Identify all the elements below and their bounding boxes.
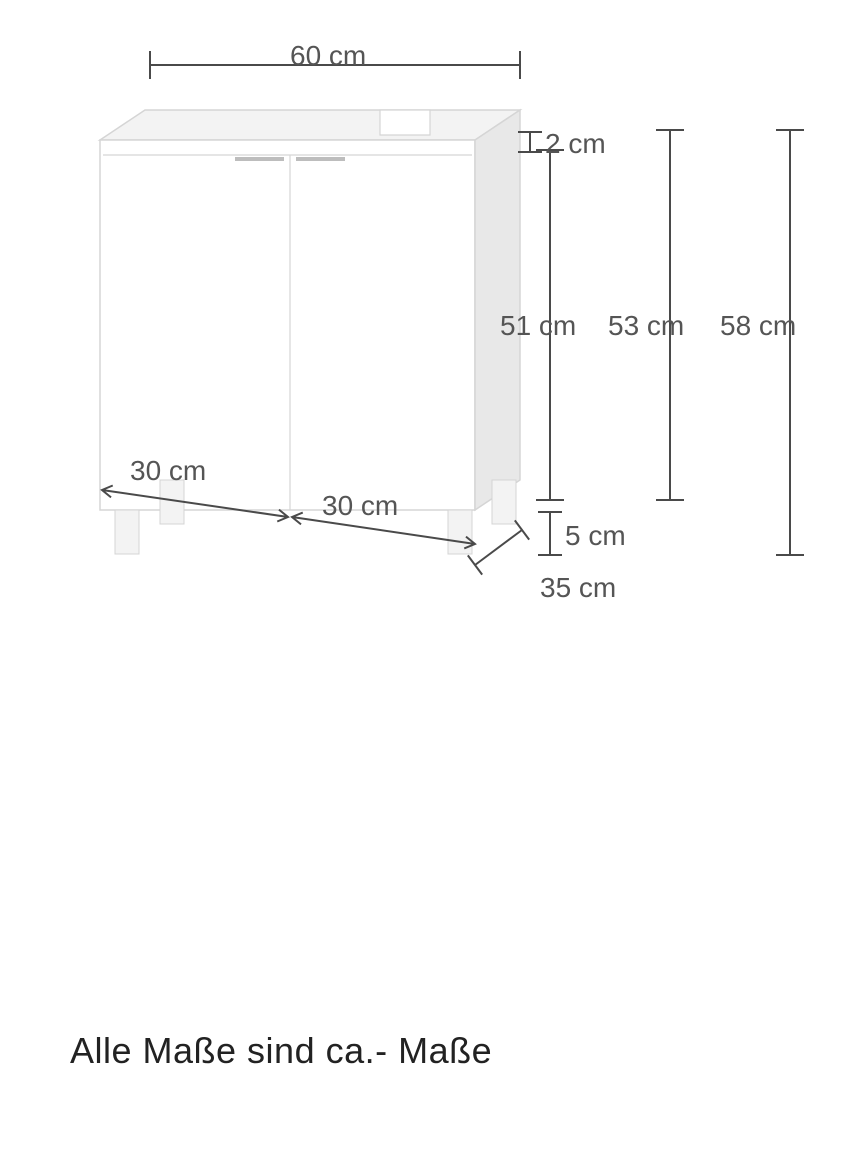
dim-height-51-label: 51 cm — [500, 310, 576, 342]
dim-depth-35-label: 35 cm — [540, 572, 616, 604]
dim-thickness-2-label: 2 cm — [545, 128, 606, 160]
dim-door-left-30-label: 30 cm — [130, 455, 206, 487]
dim-leg-5-label: 5 cm — [565, 520, 626, 552]
dim-door-right-30-label: 30 cm — [322, 490, 398, 522]
dim-height-53-label: 53 cm — [608, 310, 684, 342]
diagram-canvas: 60 cm 2 cm 51 cm 53 cm 58 cm 5 cm 35 cm … — [0, 0, 868, 1159]
dim-width-60-label: 60 cm — [290, 40, 366, 72]
diagram-svg — [0, 0, 868, 1159]
dim-height-58-label: 58 cm — [720, 310, 796, 342]
footnote-text: Alle Maße sind ca.- Maße — [70, 1030, 492, 1072]
